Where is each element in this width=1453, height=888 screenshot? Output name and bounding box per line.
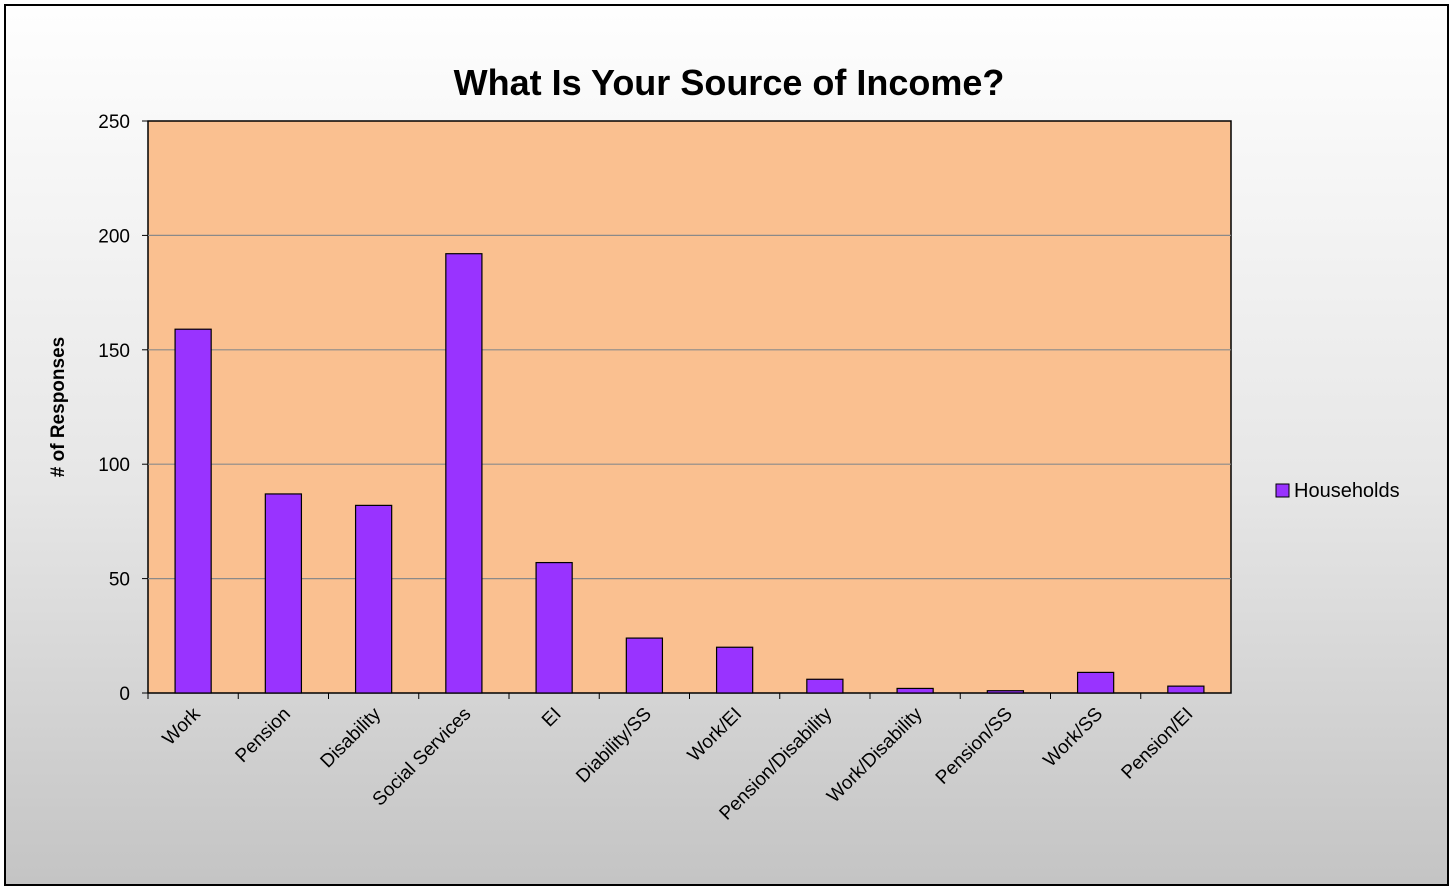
bar-disability — [354, 504, 393, 694]
x-category-label: Pension/SS — [932, 704, 1017, 789]
bar-work-disability — [896, 687, 934, 694]
legend-swatch — [1275, 483, 1290, 498]
y-axis-ticks: 0 50 100 150 200 250 — [98, 112, 148, 705]
bar-work-ei — [715, 646, 754, 694]
y-tick-label: 0 — [119, 684, 130, 705]
x-category-label: EI — [538, 704, 566, 732]
legend-label: Households — [1294, 480, 1400, 502]
x-category-label: Social Services — [369, 704, 476, 811]
y-axis-title: # of Responses — [48, 337, 69, 477]
y-tick-label: 200 — [98, 226, 130, 247]
bar-work — [174, 328, 212, 694]
plot-area — [147, 120, 1232, 694]
y-tick-label: 50 — [109, 570, 130, 591]
legend: Households — [1275, 480, 1400, 502]
x-category-label: Work — [159, 703, 205, 749]
bar-social-services — [445, 253, 483, 694]
bar-pension-ss — [986, 690, 1025, 694]
y-tick-label: 150 — [98, 341, 130, 362]
bar-pension-ei — [1167, 685, 1205, 694]
x-category-label: Work/Disability — [823, 703, 927, 807]
bar-ei — [535, 561, 573, 694]
x-category-label: Work/EI — [684, 704, 746, 766]
bars — [174, 253, 1205, 694]
x-category-label: Pension — [232, 704, 295, 767]
bar-pension-disability — [806, 678, 844, 694]
gridlines — [148, 234, 1231, 580]
y-tick-label: 250 — [98, 112, 130, 133]
x-category-label: Diability/SS — [572, 704, 656, 788]
x-category-label: Pension/EI — [1118, 704, 1198, 784]
y-tick-label: 100 — [98, 455, 130, 476]
bar-diability-ss — [625, 637, 664, 694]
chart-frame: What Is Your Source of Income? 0 50 100 150… — [4, 4, 1449, 886]
bar-work-ss — [1076, 671, 1115, 694]
bar-chart: What Is Your Source of Income? 0 50 100 150… — [48, 62, 1400, 825]
x-category-label: Work/SS — [1040, 704, 1108, 772]
bar-pension — [264, 493, 303, 694]
x-category-label: Disability — [317, 703, 386, 772]
chart-title: What Is Your Source of Income? — [454, 62, 1005, 103]
